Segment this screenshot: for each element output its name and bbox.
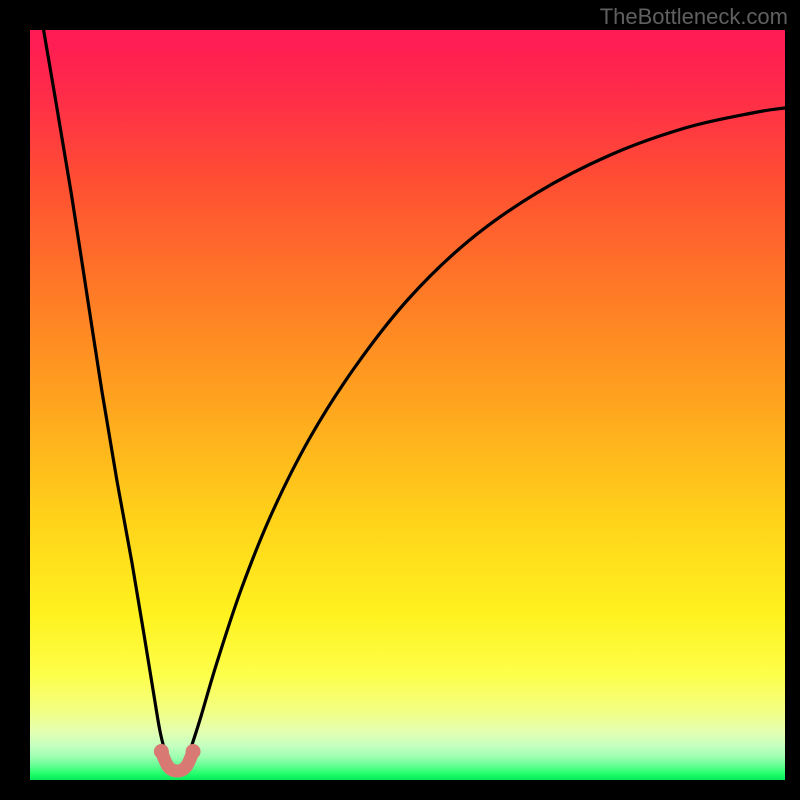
bottom-u-end-dot-1: [186, 744, 201, 759]
bottom-u-end-dot-0: [154, 744, 169, 759]
gradient-background: [30, 30, 785, 780]
figure-root: TheBottleneck.com: [0, 0, 800, 800]
bottleneck-chart: [30, 30, 785, 780]
watermark-text: TheBottleneck.com: [600, 4, 788, 30]
